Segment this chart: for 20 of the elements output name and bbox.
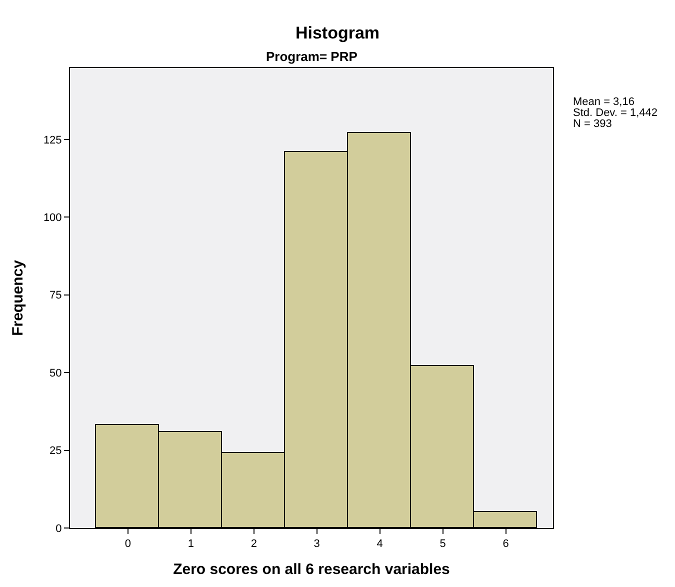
y-axis-title: Frequency xyxy=(10,259,27,336)
x-tick-label: 2 xyxy=(250,538,257,550)
x-tick-label: 5 xyxy=(440,538,446,550)
text: N = 393 xyxy=(573,118,612,130)
y-tick-label: 75 xyxy=(50,290,62,302)
y-tick-label: 125 xyxy=(43,134,62,146)
y-tick-label: 50 xyxy=(50,367,62,380)
x-tick-label: 6 xyxy=(502,538,509,550)
x-tick-label: 0 xyxy=(124,538,131,550)
y-tick-label: 100 xyxy=(43,212,62,224)
y-tick-label: 0 xyxy=(56,522,62,535)
y-tick-label: 25 xyxy=(50,445,62,458)
text: Mean = 3,16 xyxy=(573,96,634,108)
chart-title: Histogram xyxy=(295,23,380,42)
chart-subtitle: Program= PRP xyxy=(266,49,358,64)
x-tick-label: 4 xyxy=(376,538,383,550)
x-tick-label: 1 xyxy=(188,538,194,550)
text: Std. Dev. = 1,442 xyxy=(573,107,658,119)
x-axis-title: Zero scores on all 6 research variables xyxy=(173,561,450,578)
x-tick-label: 3 xyxy=(314,538,320,550)
